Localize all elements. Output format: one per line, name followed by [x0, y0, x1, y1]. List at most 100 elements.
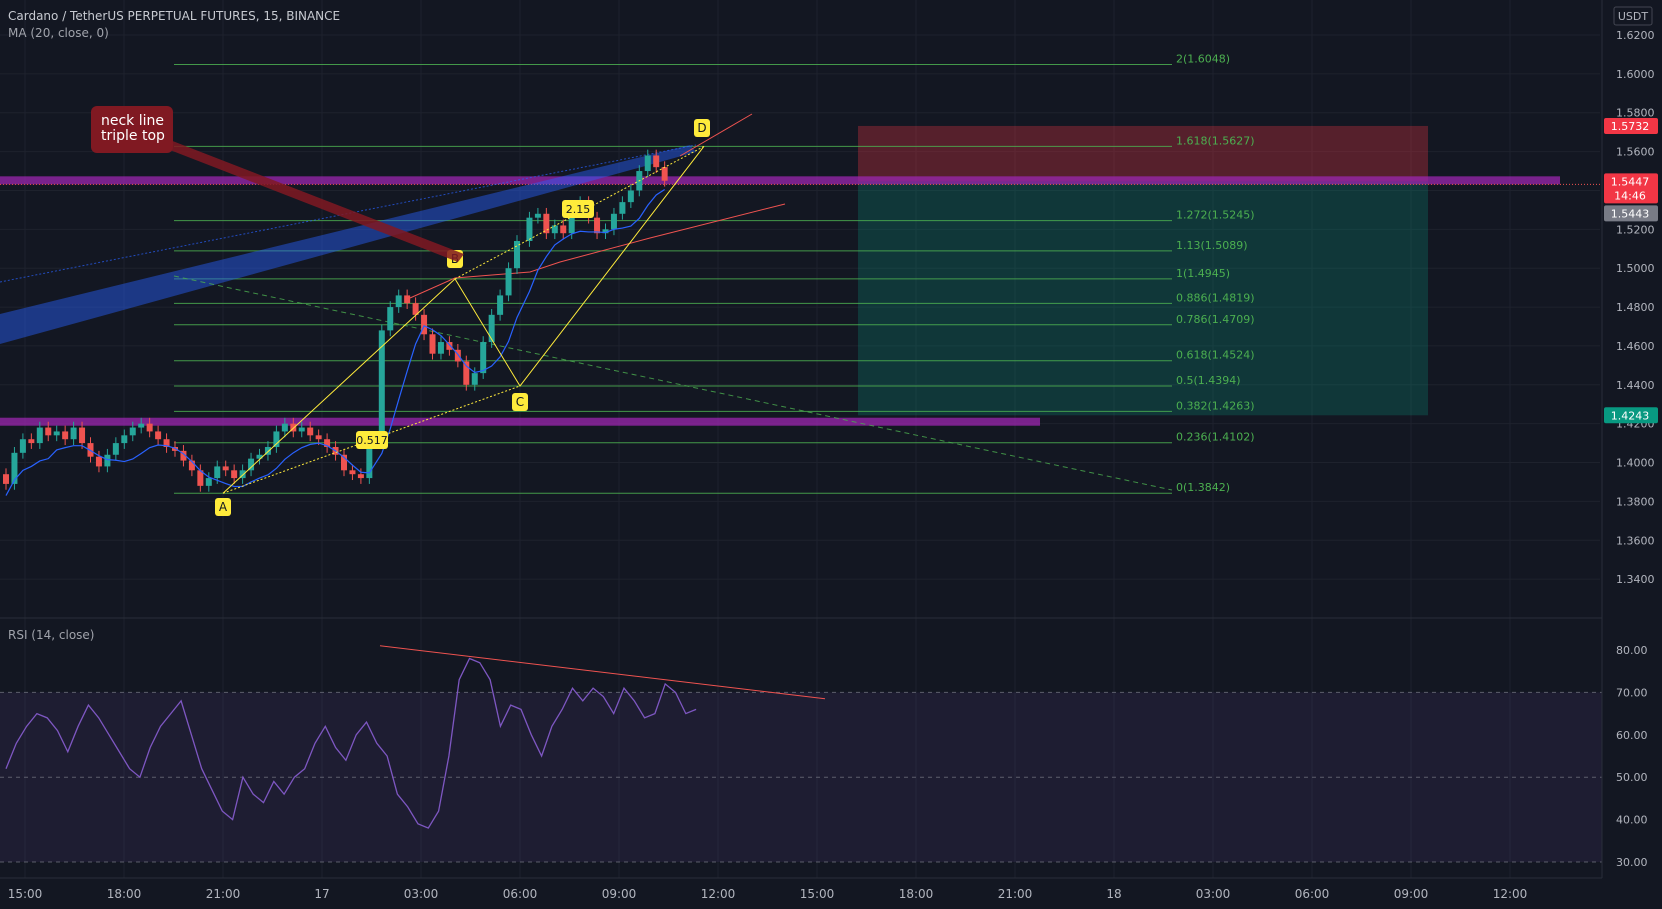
pattern-ratio-label: 0.517	[356, 434, 388, 447]
candle-body	[205, 478, 212, 486]
fib-level-label: 0.618(1.4524)	[1176, 349, 1255, 362]
candle-body	[95, 456, 102, 467]
candle-body	[454, 349, 461, 362]
ma-price-tag-bg	[1604, 205, 1658, 222]
trend-drawings	[0, 113, 1173, 491]
fib-level-label: 1.618(1.5627)	[1176, 134, 1255, 147]
price-axis-tick: 1.5200	[1616, 223, 1655, 236]
time-axis-tick: 15:00	[800, 887, 835, 901]
candle-body	[188, 460, 195, 471]
candle-body	[357, 474, 364, 479]
price-axis-tick: 1.4000	[1616, 457, 1655, 470]
rsi-axis-tick: 80.00	[1616, 644, 1648, 657]
candle-body	[298, 427, 305, 432]
time-axis-tick: 03:00	[404, 887, 439, 901]
red-trendline-upper	[679, 113, 753, 157]
candle-body	[79, 427, 86, 444]
time-axis-tick: 17	[314, 887, 329, 901]
price-axis-tick: 1.3400	[1616, 573, 1655, 586]
candle-body	[551, 225, 558, 234]
candle-body	[488, 314, 495, 343]
candle-body	[349, 470, 356, 475]
pattern-point-badge	[215, 498, 231, 516]
chart-title: Cardano / TetherUS PERPETUAL FUTURES, 15…	[8, 9, 341, 23]
candle-body	[231, 470, 238, 479]
pattern-ratio-badge	[356, 431, 388, 449]
fib-level-label: 0(1.3842)	[1176, 481, 1230, 494]
time-axis-tick: 18:00	[107, 887, 142, 901]
fib-level-label: 0.5(1.4394)	[1176, 374, 1241, 387]
fib-trend-dashed	[173, 275, 1173, 491]
rsi-axis-tick: 30.00	[1616, 856, 1648, 869]
candle-body	[138, 423, 145, 428]
rsi-axis-tick: 50.00	[1616, 771, 1648, 784]
candle-body	[256, 454, 263, 459]
candle-body	[146, 423, 153, 432]
stop-price-tag-bg	[1604, 117, 1658, 134]
pattern-ratio-label: 2.15	[566, 203, 591, 216]
last-price-tag-bg	[1604, 173, 1658, 204]
candle-body	[378, 330, 385, 444]
annotation-line2: triple top	[101, 128, 165, 144]
pattern-point-badge	[512, 393, 528, 411]
last-price-tag: 1.5447	[1611, 175, 1650, 188]
candle-body	[568, 209, 575, 234]
candle-body	[239, 470, 246, 479]
price-axis-tick: 1.4600	[1616, 340, 1655, 353]
candle-body	[290, 423, 297, 432]
candle-body	[619, 202, 626, 214]
time-axis-tick: 12:00	[701, 887, 736, 901]
price-axis-bg	[1602, 0, 1662, 909]
rsi-panel	[0, 645, 1602, 863]
currency-box	[1613, 6, 1653, 26]
candle-body	[429, 334, 436, 354]
neckline-annotation[interactable]: neck line triple top	[91, 106, 464, 262]
pattern-point-label: C	[516, 395, 524, 409]
candle-body	[11, 452, 18, 484]
candle-body	[273, 431, 280, 447]
fib-level-label: 2(1.6048)	[1176, 53, 1230, 66]
fib-level-label: 1(1.4945)	[1176, 267, 1230, 280]
fib-level-label: 0.236(1.4102)	[1176, 431, 1255, 444]
candle-body	[446, 342, 453, 350]
candle-body	[307, 427, 314, 436]
time-axis-tick: 09:00	[1394, 887, 1429, 901]
candle-body	[404, 295, 411, 304]
candle-body	[412, 303, 419, 315]
candle-body	[480, 342, 487, 374]
annotation-line1: neck line	[101, 113, 164, 129]
pattern-ratio-badge	[562, 200, 594, 218]
candle-body	[543, 213, 550, 234]
ma-indicator-label[interactable]: MA (20, close, 0)	[8, 26, 109, 40]
time-axis-tick: 21:00	[206, 887, 241, 901]
rsi-indicator-label[interactable]: RSI (14, close)	[8, 628, 95, 642]
candle-body	[315, 435, 322, 440]
take-profit-zone	[858, 181, 1428, 416]
candle-body	[112, 443, 119, 455]
price-axis-tick: 1.5000	[1616, 262, 1655, 275]
price-axis-tick: 1.4400	[1616, 379, 1655, 392]
rsi-axis-tick: 40.00	[1616, 814, 1648, 827]
fib-level-label: 1.272(1.5245)	[1176, 209, 1255, 222]
candle-body	[222, 466, 229, 471]
candle-body	[248, 458, 255, 471]
time-axis-tick: 06:00	[1295, 887, 1330, 901]
candle-body	[104, 454, 111, 467]
time-axis-tick: 18	[1106, 887, 1121, 901]
candle-body	[366, 443, 373, 479]
candle-body	[28, 439, 35, 444]
rsi-axis-tick: 60.00	[1616, 729, 1648, 742]
candle-body	[514, 240, 520, 269]
candle-body	[324, 439, 331, 447]
pattern-point-label: D	[697, 121, 706, 135]
candle-body	[19, 439, 26, 453]
candle-body	[214, 466, 221, 479]
pattern-point-label: A	[219, 500, 228, 514]
candle-body	[180, 450, 187, 461]
price-axis-tick: 1.6000	[1616, 68, 1655, 81]
candle-body	[421, 314, 428, 335]
candle-body	[653, 155, 660, 168]
